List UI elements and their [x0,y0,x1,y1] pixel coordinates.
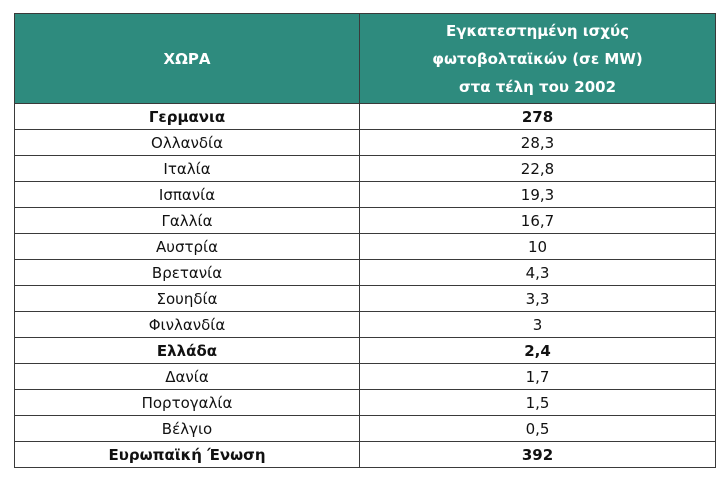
capacity-cell: 1,5 [359,389,716,416]
country-cell: Γαλλία [14,207,360,234]
country-cell: Ισπανία [14,181,360,208]
country-cell: Ιταλία [14,155,360,182]
capacity-cell: 10 [359,233,716,260]
table-row: Γαλλία 16,7 [14,207,716,234]
header-country: ΧΩΡΑ [14,13,360,104]
table-row: Ισπανία 19,3 [14,181,716,208]
table-row: Ολλανδία 28,3 [14,129,716,156]
table-container: ΧΩΡΑ Εγκατεστημένη ισχύς φωτοβολταϊκών (… [14,13,716,468]
capacity-cell: 4,3 [359,259,716,286]
country-cell: Γερμανια [14,103,360,130]
country-cell: Ολλανδία [14,129,360,156]
header-capacity-line-2: φωτοβολταϊκών (σε MW) [432,49,643,68]
pv-capacity-table: ΧΩΡΑ Εγκατεστημένη ισχύς φωτοβολταϊκών (… [14,13,716,468]
table-row: Ιταλία 22,8 [14,155,716,182]
header-capacity-line-3: στα τέλη του 2002 [458,77,617,96]
capacity-cell: 1,7 [359,363,716,390]
capacity-cell: 392 [359,441,716,468]
capacity-cell: 278 [359,103,716,130]
table-row: Βέλγιο 0,5 [14,415,716,442]
table-row: Σουηδία 3,3 [14,285,716,312]
header-row: ΧΩΡΑ Εγκατεστημένη ισχύς φωτοβολταϊκών (… [14,13,716,104]
table-row: Δανία 1,7 [14,363,716,390]
country-cell: Βρετανία [14,259,360,286]
capacity-cell: 2,4 [359,337,716,364]
table-body: Γερμανια 278 Ολλανδία 28,3 Ιταλία 22,8 Ισπα… [14,103,716,468]
country-cell: Δανία [14,363,360,390]
table-row: Φινλανδία 3 [14,311,716,338]
table-row: Αυστρία 10 [14,233,716,260]
header-capacity-line-1: Εγκατεστημένη ισχύς [445,21,629,40]
table-row: Ελλάδα 2,4 [14,337,716,364]
capacity-cell: 3,3 [359,285,716,312]
country-cell: Βέλγιο [14,415,360,442]
capacity-cell: 28,3 [359,129,716,156]
capacity-cell: 0,5 [359,415,716,442]
table-row: Πορτογαλία 1,5 [14,389,716,416]
country-cell: Σουηδία [14,285,360,312]
capacity-cell: 16,7 [359,207,716,234]
country-cell: Ελλάδα [14,337,360,364]
country-cell: Ευρωπαϊκή Ένωση [14,441,360,468]
header-capacity: Εγκατεστημένη ισχύς φωτοβολταϊκών (σε MW… [359,13,716,104]
country-cell: Φινλανδία [14,311,360,338]
table-row: Βρετανία 4,3 [14,259,716,286]
table-row: Ευρωπαϊκή Ένωση 392 [14,441,716,468]
table-row: Γερμανια 278 [14,103,716,130]
country-cell: Αυστρία [14,233,360,260]
capacity-cell: 19,3 [359,181,716,208]
capacity-cell: 22,8 [359,155,716,182]
capacity-cell: 3 [359,311,716,338]
country-cell: Πορτογαλία [14,389,360,416]
